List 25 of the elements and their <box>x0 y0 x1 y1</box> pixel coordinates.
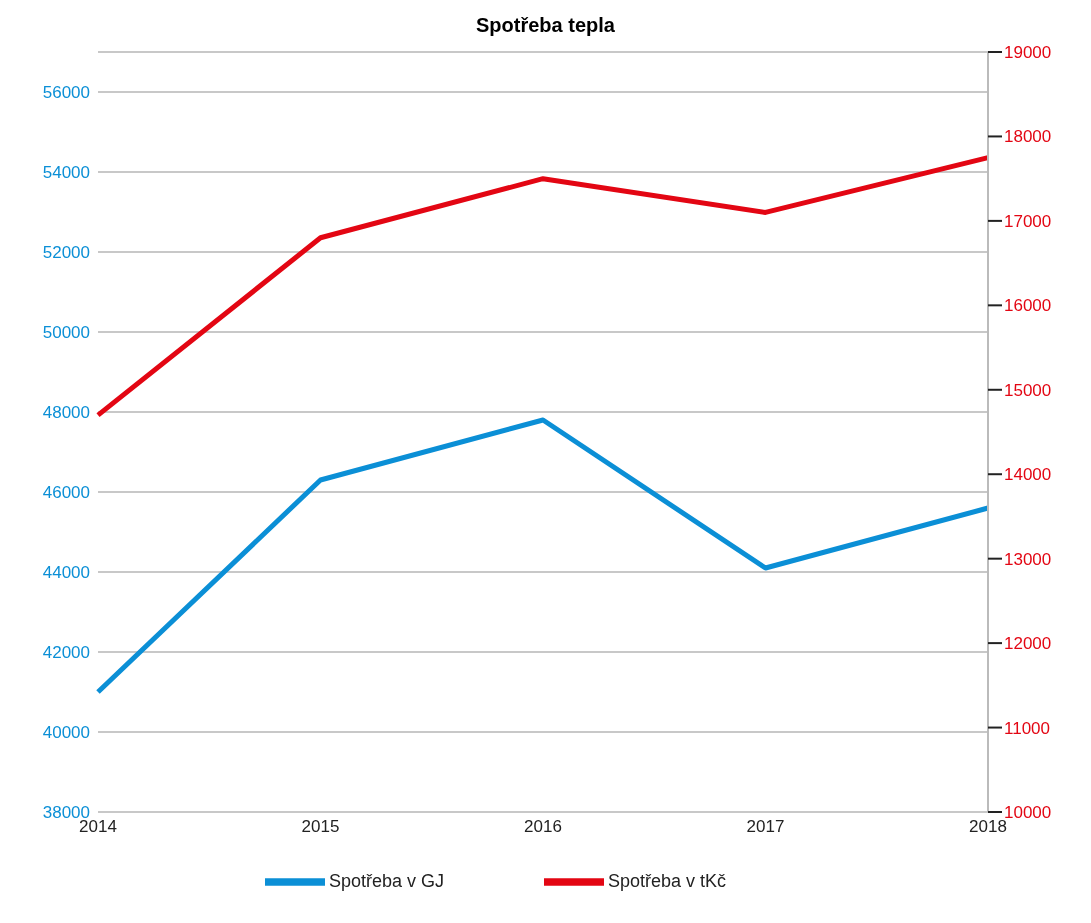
x-tick-label: 2017 <box>746 817 785 837</box>
x-tick-label: 2016 <box>524 817 562 837</box>
x-tick-label: 2015 <box>301 817 340 837</box>
legend-label: Spotřeba v GJ <box>328 870 444 891</box>
y-tick-label: 46000 <box>42 483 90 503</box>
y-tick-label: 52000 <box>42 243 90 263</box>
chart-title: Spotřeba tepla <box>475 13 616 38</box>
y2-tick-label: 17000 <box>1004 211 1052 231</box>
y2-tick-label: 11000 <box>1004 718 1051 738</box>
y-tick-label: 54000 <box>42 163 90 183</box>
y2-tick-label: 15000 <box>1004 380 1052 400</box>
legend-label: Spotřeba v tKč <box>607 870 727 891</box>
y2-tick-label: 12000 <box>1004 634 1052 654</box>
y-tick-label: 56000 <box>42 83 90 103</box>
y2-tick-label: 16000 <box>1004 296 1052 316</box>
y-tick-label: 42000 <box>42 643 90 663</box>
y2-tick-label: 14000 <box>1004 465 1052 485</box>
x-tick-label: 2018 <box>969 817 1007 837</box>
y2-tick-label: 18000 <box>1004 127 1052 147</box>
y2-tick-label: 13000 <box>1004 549 1052 569</box>
y-tick-label: 40000 <box>42 723 90 743</box>
y-tick-label: 50000 <box>42 323 90 343</box>
y-tick-label: 44000 <box>42 563 90 583</box>
y-tick-label: 48000 <box>42 403 90 423</box>
y2-tick-label: 19000 <box>1004 43 1052 63</box>
